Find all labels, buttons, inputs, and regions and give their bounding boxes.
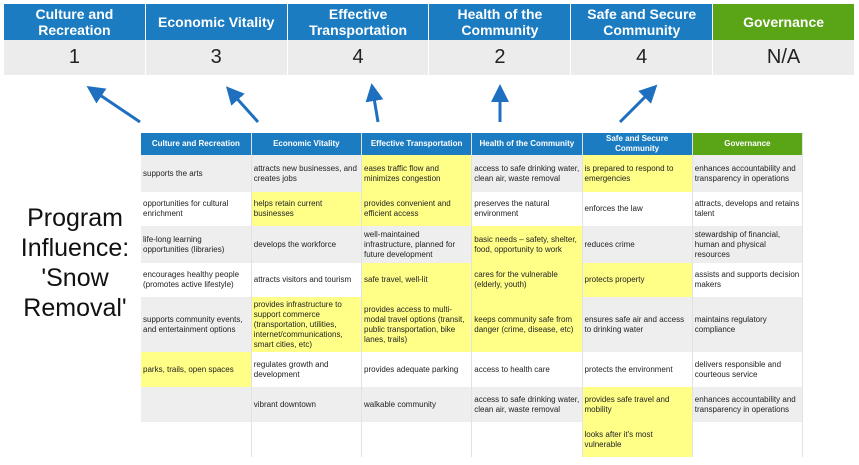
table-cell: preserves the natural environment [471, 192, 583, 226]
table-cell: supports community events, and entertain… [141, 297, 252, 352]
table-cell: delivers responsible and courteous servi… [692, 352, 804, 387]
table-cell: helps retain current businesses [251, 192, 363, 226]
table-cell: vibrant downtown [251, 387, 363, 422]
category-header: Health of the Community [429, 4, 572, 40]
table-cell: attracts visitors and tourism [251, 263, 363, 297]
table-header: Economic Vitality [251, 133, 363, 155]
table-row: supports the arts attracts new businesses… [141, 155, 804, 192]
arrow-icon [225, 86, 260, 124]
table-cell: attracts, develops and retains talent [692, 192, 804, 226]
table-cell: reduces crime [582, 226, 693, 263]
table-cell [141, 387, 252, 422]
table-cell [251, 422, 363, 457]
influence-table: Culture and Recreation Economic Vitality E… [141, 133, 804, 457]
table-cell: safe travel, well-lit [361, 263, 473, 297]
category-score: N/A [713, 40, 855, 75]
table-cell: access to safe drinking water, clean air… [471, 155, 583, 192]
category-score: 4 [571, 40, 714, 75]
table-cell: attracts new businesses, and creates job… [251, 155, 363, 192]
table-cell: provides convenient and efficient access [361, 192, 473, 226]
category-header: Economic Vitality [145, 4, 288, 40]
table-cell: enhances accountability and transparency… [692, 155, 804, 192]
table-cell: looks after it's most vulnerable [582, 422, 693, 457]
table-row: looks after it's most vulnerable [141, 422, 804, 457]
table-cell: walkable community [361, 387, 473, 422]
table-row: life-long learning opportunities (librar… [141, 226, 804, 263]
table-cell: is prepared to respond to emergencies [582, 155, 693, 192]
table-cell: assists and supports decision makers [692, 263, 804, 297]
arrow-icon [86, 85, 141, 124]
table-cell: keeps community safe from danger (crime,… [471, 297, 583, 352]
table-cell: encourages healthy people (promotes acti… [141, 263, 252, 297]
table-row: vibrant downtown walkable community access… [141, 387, 804, 422]
table-cell: access to health care [471, 352, 583, 387]
table-cell: eases traffic flow and minimizes congest… [361, 155, 473, 192]
category-score: 1 [4, 40, 146, 75]
category-header: Culture and Recreation [4, 4, 146, 40]
category-score: 3 [145, 40, 288, 75]
summary-scoreboard: Culture and Recreation 1 Economic Vitality… [4, 4, 855, 75]
table-cell: access to safe drinking water, clean air… [471, 387, 583, 422]
table-row: supports community events, and entertain… [141, 297, 804, 352]
category-score: 4 [287, 40, 430, 75]
arrow-icon [365, 83, 384, 123]
table-row: parks, trails, open spaces regulates grow… [141, 352, 804, 387]
table-cell: provides access to multi-modal travel op… [361, 297, 473, 352]
table-header: Safe and Secure Community [582, 133, 693, 155]
table-cell: supports the arts [141, 155, 252, 192]
table-header: Health of the Community [471, 133, 583, 155]
table-cell: ensures safe air and access to drinking … [582, 297, 693, 352]
table-cell: enforces the law [582, 192, 693, 226]
category-header: Governance [713, 4, 855, 40]
table-cell [361, 422, 473, 457]
table-row: encourages healthy people (promotes acti… [141, 263, 804, 297]
table-row: opportunities for cultural enrichment hel… [141, 192, 804, 226]
table-cell: enhances accountability and transparency… [692, 387, 804, 422]
table-cell: regulates growth and development [251, 352, 363, 387]
category-header: Safe and Secure Community [571, 4, 714, 40]
table-cell: protects property [582, 263, 693, 297]
table-cell: life-long learning opportunities (librar… [141, 226, 252, 263]
table-header: Effective Transportation [361, 133, 473, 155]
table-cell: maintains regulatory compliance [692, 297, 804, 352]
arrow-icon [618, 84, 658, 124]
table-cell: provides safe travel and mobility [582, 387, 693, 422]
table-cell: develops the workforce [251, 226, 363, 263]
table-cell: provides infrastructure to support comme… [251, 297, 363, 352]
table-cell: parks, trails, open spaces [141, 352, 252, 387]
table-cell: well-maintained infrastructure, planned … [361, 226, 473, 263]
table-cell: protects the environment [582, 352, 693, 387]
program-label: Program Influence: 'Snow Removal' [20, 204, 130, 322]
table-cell: cares for the vulnerable (elderly, youth… [471, 263, 583, 297]
table-cell: provides adequate parking [361, 352, 473, 387]
table-cell [692, 422, 804, 457]
category-score: 2 [429, 40, 572, 75]
table-cell: stewardship of financial, human and phys… [692, 226, 804, 263]
table-header: Governance [692, 133, 804, 155]
table-cell: opportunities for cultural enrichment [141, 192, 252, 226]
table-cell [471, 422, 583, 457]
category-header: Effective Transportation [287, 4, 430, 40]
table-header: Culture and Recreation [141, 133, 252, 155]
table-cell [141, 422, 252, 457]
table-cell: basic needs – safety, shelter, food, opp… [471, 226, 583, 263]
